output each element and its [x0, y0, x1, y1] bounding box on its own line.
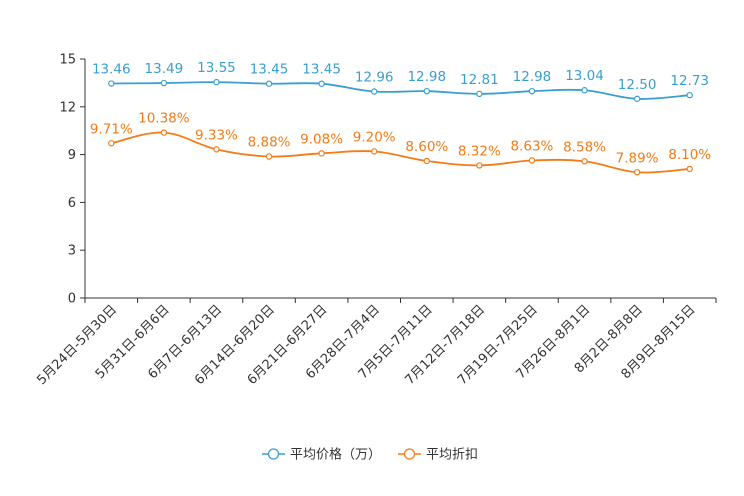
- data-label: 8.10%: [668, 147, 711, 163]
- data-point: [423, 157, 430, 165]
- data-point: [686, 165, 693, 173]
- data-label: 13.45: [250, 62, 289, 78]
- data-point: [213, 78, 220, 86]
- legend-marker-icon: [403, 448, 416, 460]
- data-label: 9.20%: [353, 129, 396, 145]
- data-point: [265, 153, 273, 160]
- data-label: 13.55: [197, 60, 236, 76]
- data-point: [108, 80, 115, 87]
- legend-item-2[interactable]: 平均折扣: [398, 448, 478, 463]
- data-label: 13.04: [565, 68, 604, 84]
- data-point: [108, 140, 115, 147]
- series-lines: [108, 78, 693, 176]
- data-label: 10.38%: [138, 111, 190, 127]
- data-point: [686, 91, 693, 99]
- data-label: 9.33%: [195, 127, 238, 143]
- legend-label: 平均价格（万）: [290, 447, 381, 463]
- data-point: [528, 157, 536, 164]
- data-point: [633, 95, 641, 103]
- data-label: 9.71%: [90, 121, 133, 137]
- data-label: 13.46: [92, 62, 131, 78]
- data-label: 13.49: [145, 61, 184, 77]
- data-label: 8.60%: [405, 139, 448, 155]
- legend[interactable]: 平均价格（万） 平均折扣: [262, 447, 478, 463]
- data-label: 12.50: [618, 77, 657, 93]
- y-tick-label: 9: [68, 148, 76, 163]
- data-point: [318, 150, 325, 157]
- data-point: [528, 87, 536, 95]
- legend-item-1[interactable]: 平均价格（万）: [262, 447, 381, 463]
- data-label: 9.08%: [300, 131, 343, 147]
- series-line-2: [111, 131, 690, 174]
- y-tick-label: 12: [59, 100, 76, 115]
- data-point: [476, 90, 483, 98]
- data-point: [423, 87, 430, 95]
- axes: 036912155月24日-5月30日5月31日-6月6日6月7日-6月13日6…: [34, 53, 717, 388]
- data-point: [318, 80, 325, 87]
- data-label: 12.96: [355, 70, 394, 86]
- data-label: 8.32%: [458, 143, 501, 159]
- data-label: 8.88%: [248, 135, 291, 151]
- data-point: [265, 80, 273, 87]
- data-point: [371, 148, 378, 155]
- data-point: [581, 158, 588, 165]
- data-point: [160, 79, 168, 87]
- y-tick-label: 0: [68, 292, 76, 307]
- data-point: [371, 88, 378, 95]
- data-label: 12.81: [460, 72, 499, 88]
- data-point: [213, 146, 220, 153]
- data-label: 12.73: [670, 73, 709, 89]
- data-label: 13.45: [302, 62, 341, 78]
- legend-label: 平均折扣: [426, 448, 478, 463]
- y-tick-label: 3: [68, 244, 76, 259]
- data-label: 8.58%: [563, 139, 606, 155]
- data-point: [633, 169, 641, 176]
- data-point: [160, 129, 168, 136]
- y-tick-label: 6: [68, 196, 76, 211]
- legend-marker-icon: [267, 448, 280, 460]
- y-tick-label: 15: [59, 53, 76, 68]
- data-point: [476, 162, 483, 169]
- data-label: 12.98: [407, 69, 446, 85]
- series-line-1: [111, 81, 690, 100]
- data-label: 7.89%: [616, 150, 659, 166]
- data-label: 12.98: [513, 69, 552, 85]
- data-labels: 13.46 13.49 13.55 13.45 13.45 12.96 12.98 12.81…: [90, 60, 711, 166]
- data-label: 8.63%: [511, 138, 554, 154]
- data-point: [581, 87, 588, 94]
